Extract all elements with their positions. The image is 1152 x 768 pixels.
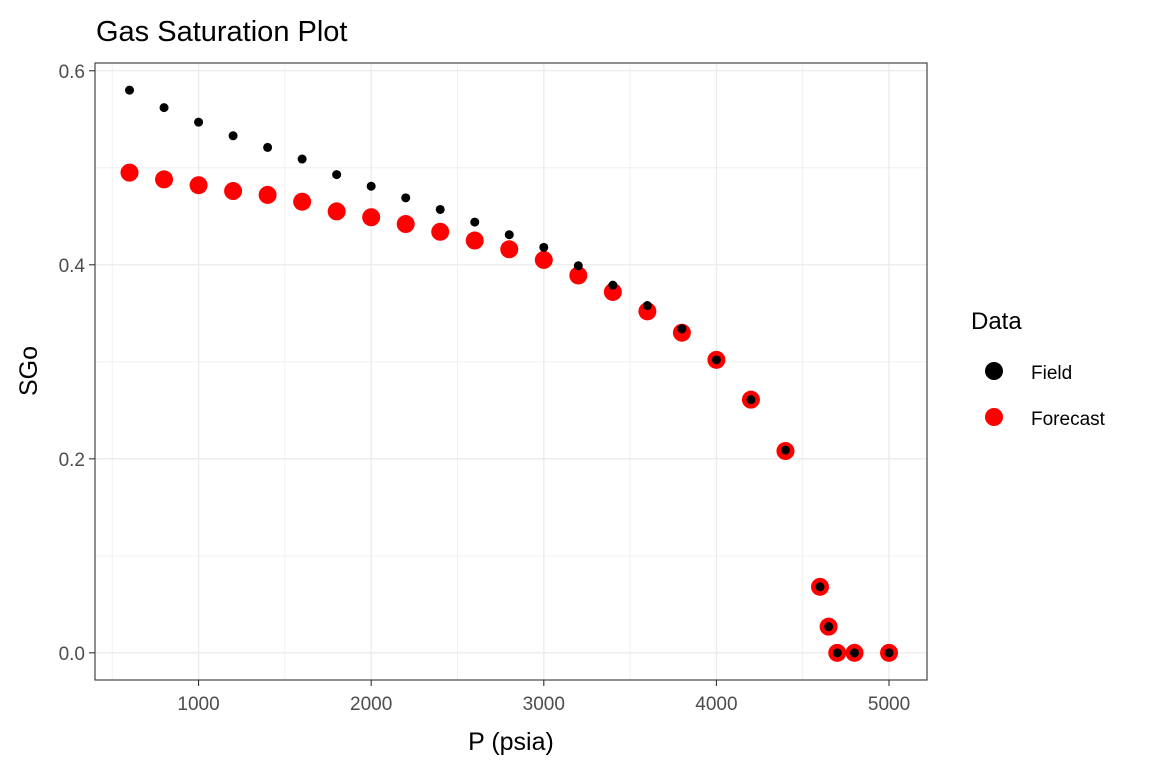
- field-point: [159, 103, 169, 113]
- forecast-point: [189, 176, 208, 195]
- forecast-point: [362, 208, 381, 227]
- x-axis: 1000 2000 3000 4000 5000: [177, 680, 910, 715]
- field-point: [746, 395, 756, 405]
- field-point: [504, 230, 514, 240]
- forecast-point: [293, 192, 312, 211]
- series-field: [125, 85, 894, 658]
- field-point: [194, 117, 204, 127]
- x-tick-label: 1000: [177, 694, 219, 715]
- x-tick-label: 4000: [695, 694, 737, 715]
- field-point: [332, 170, 342, 180]
- forecast-point: [396, 215, 415, 234]
- field-point: [850, 648, 860, 658]
- forecast-point: [224, 182, 243, 201]
- field-point: [366, 181, 376, 191]
- legend-title: Data: [971, 308, 1022, 335]
- legend: Data Field Forecast: [971, 308, 1106, 430]
- forecast-point: [500, 240, 519, 259]
- legend-label-forecast: Forecast: [1031, 409, 1106, 430]
- y-tick-label: 0.2: [59, 450, 85, 471]
- x-tick-label: 2000: [350, 694, 392, 715]
- legend-key-field: [985, 362, 1003, 380]
- plot-border: [94, 62, 928, 681]
- field-point: [573, 261, 583, 271]
- y-tick-label: 0.6: [59, 62, 85, 83]
- field-point: [884, 648, 894, 658]
- forecast-point: [155, 170, 174, 189]
- forecast-point: [603, 282, 622, 301]
- field-point: [263, 142, 273, 152]
- plot-background: [95, 63, 927, 680]
- forecast-point: [120, 163, 139, 182]
- field-point: [815, 582, 825, 592]
- y-tick-label: 0.0: [59, 644, 85, 665]
- field-point: [228, 131, 238, 141]
- forecast-point: [258, 185, 277, 204]
- forecast-point: [327, 202, 346, 221]
- field-point: [642, 301, 652, 311]
- field-point: [401, 193, 411, 203]
- legend-label-field: Field: [1031, 363, 1072, 384]
- x-axis-title: P (psia): [468, 728, 554, 756]
- field-point: [824, 622, 834, 632]
- legend-key-forecast: [985, 408, 1003, 426]
- field-point: [780, 445, 790, 455]
- plot-panel: [94, 62, 928, 681]
- y-axis: 0.0 0.2 0.4 0.6: [59, 62, 95, 665]
- field-point: [832, 648, 842, 658]
- field-point: [539, 242, 549, 252]
- forecast-point: [534, 250, 553, 269]
- field-point: [470, 217, 480, 227]
- field-point: [435, 204, 445, 214]
- y-tick-label: 0.4: [59, 256, 86, 277]
- field-point: [297, 154, 307, 164]
- x-tick-label: 3000: [523, 694, 565, 715]
- forecast-point: [569, 266, 588, 285]
- field-point: [711, 355, 721, 365]
- grid-minor: [95, 63, 927, 680]
- forecast-point: [465, 231, 484, 250]
- field-point: [125, 85, 135, 95]
- x-tick-label: 5000: [868, 694, 910, 715]
- field-point: [677, 324, 687, 334]
- forecast-point: [431, 222, 450, 241]
- field-point: [608, 280, 618, 290]
- chart-title: Gas Saturation Plot: [96, 16, 347, 48]
- y-axis-title: SGo: [15, 346, 43, 396]
- forecast-point: [638, 302, 657, 321]
